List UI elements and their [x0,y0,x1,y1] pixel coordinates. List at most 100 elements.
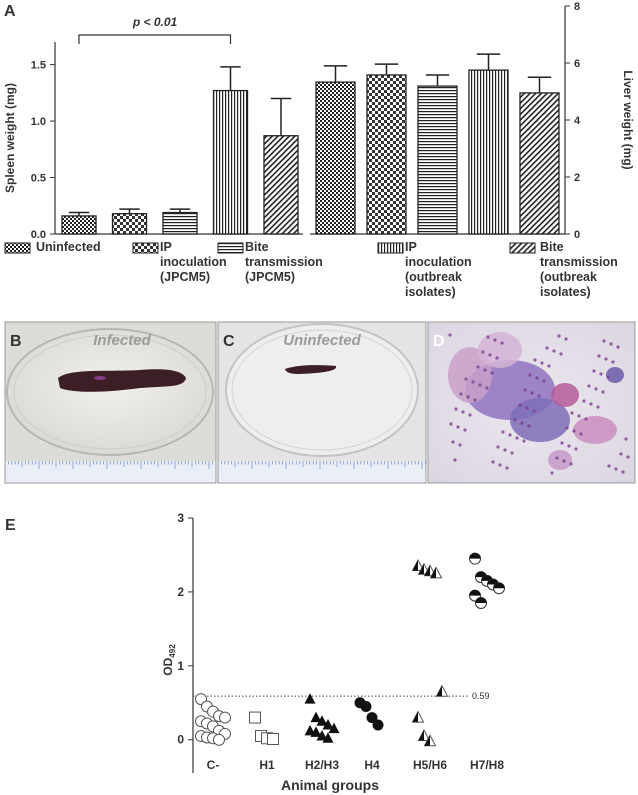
parasite [599,372,603,376]
parasite [602,339,606,343]
parasite [589,402,593,406]
parasite [569,462,573,466]
spleen [58,369,186,392]
parasite [528,373,532,377]
legend-swatch [132,242,159,254]
cell [606,367,624,383]
bar [366,74,407,235]
point [411,558,425,572]
parasite [527,424,531,428]
panel-label: E [5,517,16,534]
parasite [498,463,502,467]
point [372,719,384,731]
point-part [328,722,340,734]
x-tick-label: H1 [259,758,275,772]
y-axis-label-main: OD [161,657,175,675]
panel-label: D [433,333,445,350]
point-part [322,718,334,730]
y-tick-label: 0.0 [31,229,46,241]
petri-dish [6,328,214,456]
parasite [597,354,601,358]
legend-label: IP inoculation (JPCM5) [160,240,227,284]
bar [519,92,560,235]
point-part [487,579,499,585]
parasite [481,350,485,354]
parasite [616,345,620,349]
legend-label: Uninfected [36,240,101,254]
photo-frame [427,321,636,484]
x-axis-label: Animal groups [281,777,379,793]
y-tick-label: 0 [574,229,580,241]
bar [468,69,509,235]
point-part [249,711,261,724]
point [429,566,443,579]
parasite [607,464,611,468]
point [322,718,334,730]
parasite [490,371,494,375]
bar [212,89,249,235]
legend-label: Bite transmission (JPCM5) [245,240,323,284]
x-tick-label: H5/H6 [413,758,447,772]
legend-swatch [509,242,536,254]
parasite [488,353,492,357]
parasite [547,364,551,368]
point [322,732,334,743]
parasite [463,428,467,432]
annotation: p < 0.01 [132,15,178,29]
parasite [466,395,470,399]
parasite [565,426,569,430]
parasite [510,451,514,455]
point [304,693,316,704]
parasite [619,452,623,456]
parasite [503,448,507,452]
y-tick-label: 1.5 [31,60,46,72]
photo-caption: Uninfected [283,332,361,349]
parasite [604,357,608,361]
cell [573,416,617,444]
parasite [542,379,546,383]
parasite [537,394,541,398]
panel-label: A [4,3,16,20]
parasite [464,377,468,381]
parasite [485,386,489,390]
parasite [570,411,574,415]
point [310,726,322,737]
parasite [451,440,455,444]
legend-swatch [4,242,31,254]
parasite [476,365,480,369]
legend-swatch [217,242,244,254]
y-tick-label: 3 [177,511,184,525]
parasite [611,360,615,364]
point-part [360,700,372,712]
point-part [267,733,279,745]
point [411,710,425,723]
parasite [471,380,475,384]
parasite [540,361,544,365]
parasite [584,417,588,421]
point [366,712,378,724]
point-part [304,693,316,704]
petri-rim [13,334,207,450]
point [267,733,279,745]
legend-swatch [377,242,404,254]
point [316,715,328,726]
parasite [555,456,559,460]
parasite [459,392,463,396]
bar [162,211,198,235]
point-part [372,719,384,731]
point-part [469,553,481,559]
parasite [500,341,504,345]
parasite [550,471,554,475]
parasite [458,443,462,447]
point-part [310,726,322,737]
cell [448,347,492,403]
parasite [520,421,524,425]
parasite [449,422,453,426]
parasite [530,391,534,395]
photo-frame [4,321,217,484]
parasite [525,406,529,410]
parasite [491,460,495,464]
point-part [316,715,328,726]
parasite [532,409,536,413]
